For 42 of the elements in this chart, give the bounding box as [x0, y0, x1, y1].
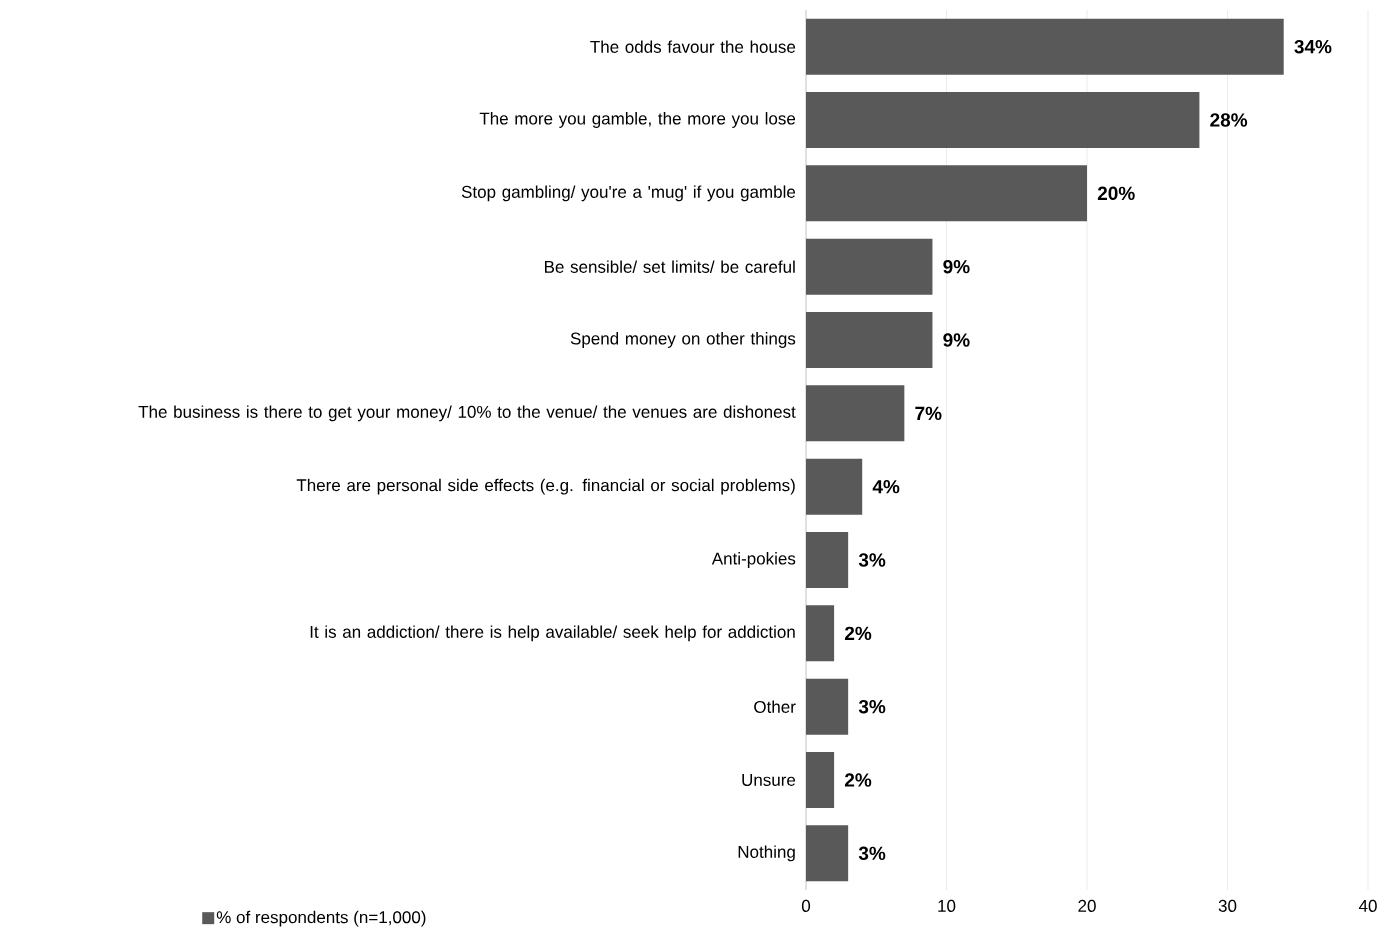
- y-tick-label: Unsure: [742, 774, 796, 786]
- y-tick-label: The more you gamble, the more you lose: [479, 112, 796, 128]
- data-label: 9%: [943, 333, 970, 347]
- bar: [806, 312, 933, 368]
- y-tick-label: Nothing: [738, 845, 795, 862]
- y-tick-label: Stop gambling/ you're a 'mug' if you gamble: [461, 185, 796, 202]
- data-label: 3%: [858, 553, 886, 567]
- data-label: 20%: [1097, 186, 1135, 201]
- x-tick-label: 30: [1218, 899, 1237, 912]
- bar: [806, 678, 849, 735]
- data-label: 34%: [1294, 39, 1332, 54]
- bar: [806, 18, 1284, 75]
- bar: [806, 92, 1200, 148]
- bar: [806, 385, 905, 442]
- data-label: 2%: [844, 626, 872, 641]
- bar: [806, 752, 835, 809]
- x-tick-label: 20: [1078, 899, 1096, 912]
- x-tick-label: 0: [801, 899, 811, 912]
- y-tick-label: Other: [754, 700, 796, 713]
- y-tick-label: Anti-pokies: [711, 552, 796, 568]
- y-tick-label: Be sensible/ set limits/ be careful: [545, 260, 795, 273]
- data-label: 2%: [844, 773, 872, 787]
- data-label: 3%: [858, 846, 886, 861]
- data-label: 7%: [915, 406, 942, 421]
- bar: [806, 458, 863, 515]
- y-tick-label: It is an addiction/ there is help available/ seek help for addiction: [310, 625, 795, 642]
- y-tick-label: There are personal side effects (e.g. financial or social problems): [296, 478, 795, 495]
- data-label: 28%: [1210, 113, 1248, 127]
- data-label: 9%: [943, 259, 970, 274]
- data-label: 3%: [858, 699, 886, 714]
- bar: [806, 532, 849, 589]
- x-tick-label: 40: [1358, 899, 1377, 912]
- y-tick-label: The odds favour the house: [590, 40, 796, 53]
- data-label: 4%: [872, 479, 900, 494]
- legend-label: % of respondents (n=1,000): [216, 910, 426, 927]
- y-tick-label: Spend money on other things: [570, 332, 796, 348]
- bar: [806, 605, 835, 662]
- bar: [806, 165, 1087, 222]
- x-tick-label: 10: [938, 899, 956, 912]
- y-tick-label: The business is there to get your money/ 10% to the venue/ the venues are dishonest: [138, 405, 796, 422]
- bar: [806, 238, 933, 295]
- bar: [806, 825, 849, 882]
